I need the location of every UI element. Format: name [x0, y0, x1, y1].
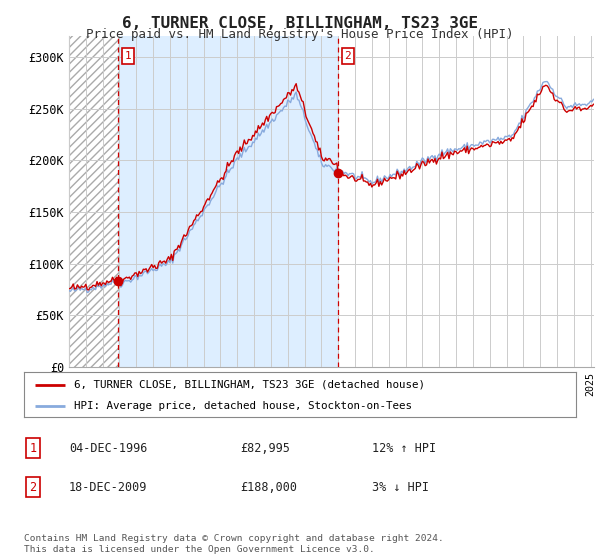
Text: 6, TURNER CLOSE, BILLINGHAM, TS23 3GE: 6, TURNER CLOSE, BILLINGHAM, TS23 3GE: [122, 16, 478, 31]
Bar: [69, 36, 119, 367]
Text: 18-DEC-2009: 18-DEC-2009: [69, 480, 148, 494]
Text: 3% ↓ HPI: 3% ↓ HPI: [372, 480, 429, 494]
Bar: [118, 36, 338, 367]
Text: 1: 1: [29, 441, 37, 455]
Text: 2: 2: [344, 52, 351, 61]
Text: 12% ↑ HPI: 12% ↑ HPI: [372, 441, 436, 455]
Text: 2: 2: [29, 480, 37, 494]
Text: £188,000: £188,000: [240, 480, 297, 494]
Text: £82,995: £82,995: [240, 441, 290, 455]
Text: 04-DEC-1996: 04-DEC-1996: [69, 441, 148, 455]
Text: HPI: Average price, detached house, Stockton-on-Tees: HPI: Average price, detached house, Stoc…: [74, 401, 412, 411]
Text: Price paid vs. HM Land Registry's House Price Index (HPI): Price paid vs. HM Land Registry's House …: [86, 28, 514, 41]
Text: 6, TURNER CLOSE, BILLINGHAM, TS23 3GE (detached house): 6, TURNER CLOSE, BILLINGHAM, TS23 3GE (d…: [74, 380, 425, 390]
Text: Contains HM Land Registry data © Crown copyright and database right 2024.
This d: Contains HM Land Registry data © Crown c…: [24, 534, 444, 554]
Text: 1: 1: [125, 52, 131, 61]
